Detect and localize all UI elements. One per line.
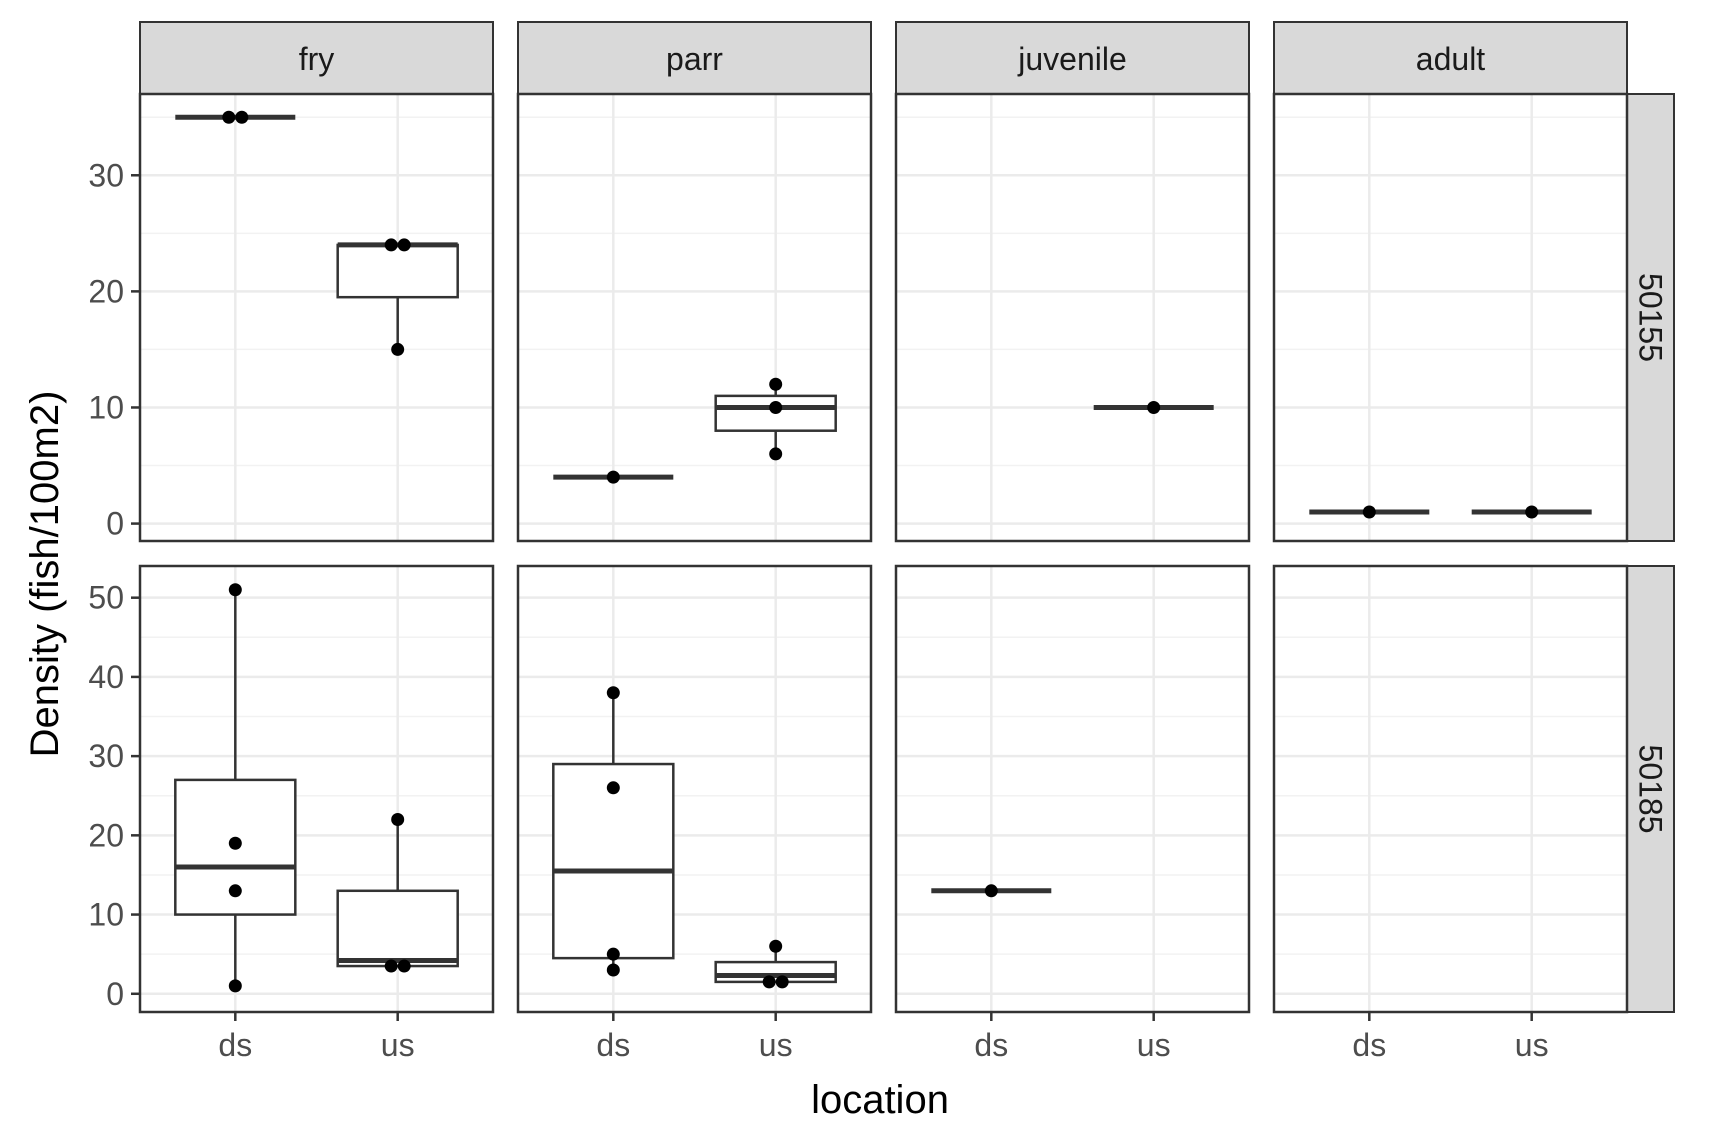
box-us — [714, 939, 837, 989]
panel-50185-adult — [1272, 564, 1629, 1014]
panel-50155-adult — [1272, 92, 1629, 543]
data-point — [222, 110, 236, 124]
box-body — [714, 960, 837, 984]
column-strip-adult — [1273, 21, 1628, 95]
data-point — [391, 342, 405, 356]
box-body — [336, 889, 459, 968]
panel-50155-fry — [138, 92, 495, 543]
x-tick-label: us — [1137, 1027, 1171, 1063]
x-tick-label: us — [381, 1027, 415, 1063]
y-tick-label: 20 — [88, 273, 124, 309]
data-point — [228, 836, 242, 850]
data-point — [384, 238, 398, 252]
box-us — [714, 377, 837, 461]
data-point — [228, 979, 242, 993]
y-tick-label: 30 — [88, 157, 124, 193]
panel-50155-juvenile — [894, 92, 1251, 543]
box-ds — [175, 110, 296, 124]
box-us — [1471, 505, 1592, 519]
panel-border — [894, 564, 1251, 1014]
box-body — [552, 762, 675, 960]
box-us — [336, 812, 459, 973]
data-point — [984, 884, 998, 898]
data-point — [769, 377, 783, 391]
x-tick-label: ds — [218, 1027, 252, 1063]
y-tick-label: 10 — [88, 897, 124, 933]
y-axis-title: Density (fish/100m2) — [23, 391, 67, 758]
y-tick-label: 0 — [106, 506, 124, 542]
data-point — [769, 400, 783, 414]
column-strip-label: adult — [1416, 41, 1486, 77]
row-strip-label: 50185 — [1633, 745, 1669, 834]
column-strip-label: parr — [666, 41, 723, 77]
y-tick-label: 10 — [88, 389, 124, 425]
data-point — [397, 238, 411, 252]
data-point — [769, 939, 783, 953]
box-ds — [552, 686, 675, 977]
y-tick-label: 0 — [106, 976, 124, 1012]
panel-50185-parr — [516, 564, 873, 1014]
data-point — [397, 959, 411, 973]
box-ds — [1309, 505, 1430, 519]
data-point — [384, 959, 398, 973]
panel-50155-parr — [516, 92, 873, 543]
y-tick-label: 40 — [88, 659, 124, 695]
data-point — [1362, 505, 1376, 519]
y-tick-label: 20 — [88, 817, 124, 853]
row-strip-50155 — [1626, 93, 1675, 542]
x-tick-label: ds — [596, 1027, 630, 1063]
box-ds — [174, 583, 297, 993]
data-point — [775, 975, 789, 989]
x-axis-title: location — [811, 1078, 949, 1122]
panel-50185-juvenile — [894, 564, 1251, 1014]
data-point — [391, 812, 405, 826]
panel-border — [1272, 92, 1629, 543]
panel-border — [138, 564, 495, 1014]
data-point — [769, 447, 783, 461]
x-tick-label: ds — [1352, 1027, 1386, 1063]
row-strip-label: 50155 — [1633, 273, 1669, 362]
data-point — [606, 781, 620, 795]
column-strip-parr — [517, 21, 872, 95]
x-tick-label: us — [1515, 1027, 1549, 1063]
panel-border — [516, 564, 873, 1014]
data-point — [1147, 400, 1161, 414]
box-ds — [931, 884, 1052, 898]
y-tick-label: 50 — [88, 580, 124, 616]
panel-border — [1272, 564, 1629, 1014]
box-us — [336, 238, 459, 356]
data-point — [606, 947, 620, 961]
column-strip-juvenile — [895, 21, 1250, 95]
data-point — [1525, 505, 1539, 519]
box-us — [1093, 400, 1214, 414]
column-strip-fry — [139, 21, 494, 95]
x-tick-label: ds — [974, 1027, 1008, 1063]
panel-border — [138, 92, 495, 543]
data-point — [235, 110, 249, 124]
panel-border — [516, 92, 873, 543]
column-strip-label: fry — [299, 41, 335, 77]
data-point — [762, 975, 776, 989]
data-point — [228, 583, 242, 597]
x-tick-label: us — [759, 1027, 793, 1063]
panel-border — [894, 92, 1251, 543]
data-point — [606, 686, 620, 700]
data-point — [606, 470, 620, 484]
box-ds — [553, 470, 674, 484]
panel-50185-fry — [138, 564, 495, 1014]
y-tick-label: 30 — [88, 738, 124, 774]
column-strip-label: juvenile — [1017, 41, 1127, 77]
box-body — [336, 243, 459, 299]
data-point — [228, 884, 242, 898]
data-point — [606, 963, 620, 977]
